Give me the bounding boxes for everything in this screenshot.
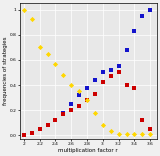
Point — [117, 71, 120, 74]
Point — [125, 133, 128, 135]
Point — [94, 93, 96, 95]
Point — [86, 99, 88, 101]
Point — [102, 81, 104, 84]
Point — [62, 113, 65, 115]
Point — [54, 119, 57, 121]
Point — [86, 86, 88, 89]
Point — [141, 133, 144, 135]
Point — [46, 52, 49, 55]
Point — [102, 124, 104, 126]
Point — [23, 8, 25, 11]
Point — [78, 90, 80, 93]
Point — [94, 79, 96, 81]
Point — [86, 99, 88, 101]
Point — [117, 133, 120, 135]
Point — [149, 128, 152, 130]
Point — [141, 15, 144, 17]
Point — [149, 8, 152, 11]
Point — [54, 119, 57, 121]
Point — [54, 62, 57, 65]
Point — [38, 128, 41, 130]
Point — [141, 119, 144, 121]
Point — [133, 133, 136, 135]
Point — [38, 128, 41, 130]
Point — [70, 84, 72, 86]
Point — [94, 111, 96, 114]
Point — [133, 86, 136, 89]
Point — [62, 111, 65, 114]
Point — [46, 124, 49, 126]
X-axis label: multiplication factor r: multiplication factor r — [58, 148, 118, 153]
Point — [109, 69, 112, 71]
Point — [70, 103, 72, 105]
Point — [125, 49, 128, 51]
Point — [31, 131, 33, 134]
Point — [46, 124, 49, 126]
Point — [117, 65, 120, 67]
Point — [23, 134, 25, 136]
Point — [109, 130, 112, 133]
Point — [133, 30, 136, 32]
Point — [62, 74, 65, 76]
Point — [149, 133, 152, 135]
Point — [78, 94, 80, 96]
Y-axis label: frequencies of strategies: frequencies of strategies — [4, 37, 8, 105]
Point — [78, 105, 80, 108]
Point — [109, 75, 112, 78]
Point — [125, 84, 128, 86]
Point — [31, 131, 33, 134]
Point — [102, 71, 104, 74]
Point — [23, 134, 25, 136]
Point — [70, 109, 72, 111]
Point — [31, 17, 33, 20]
Point — [38, 46, 41, 49]
